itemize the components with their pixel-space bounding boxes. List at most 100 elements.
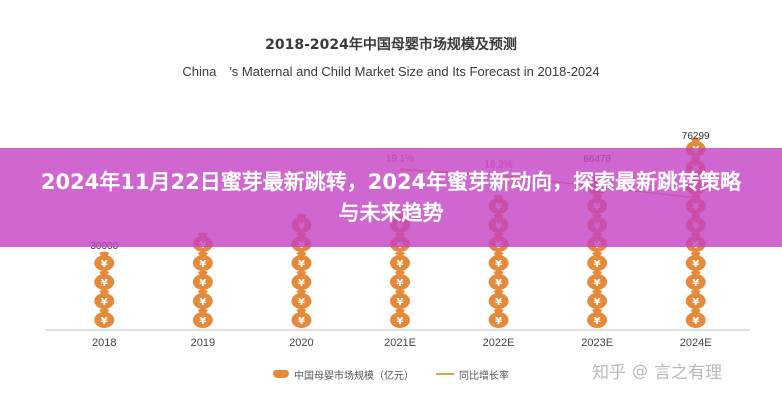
yen-symbol: ¥ (397, 278, 404, 289)
money-bag-body (192, 274, 213, 290)
yen-symbol: ¥ (298, 259, 305, 270)
money-bag-icon: ¥ (488, 289, 509, 309)
x-tick-label: 2024E (680, 337, 712, 349)
money-bag-knot (99, 270, 110, 275)
chart-legend: 中国母婴市场规模（亿元） 同比增长率 (0, 365, 782, 383)
money-bag-icon: ¥ (685, 251, 706, 271)
watermark: 知乎 @ 言之有理 (592, 358, 722, 383)
money-bag-body (488, 293, 509, 309)
money-bag-knot (197, 251, 208, 256)
yen-symbol: ¥ (495, 297, 502, 308)
money-bag-knot (690, 251, 701, 256)
money-bag-body (488, 312, 509, 328)
yen-symbol: ¥ (101, 297, 108, 308)
money-bag-body (685, 274, 706, 290)
watermark-at: @ (632, 361, 648, 380)
legend-label-growth-rate: 同比增长率 (459, 370, 509, 382)
yen-symbol: ¥ (397, 316, 404, 327)
money-bag-icon: ¥ (390, 289, 410, 309)
money-bag-body (192, 255, 213, 271)
money-bag-icon: ¥ (390, 251, 410, 271)
money-bag-icon: ¥ (94, 308, 115, 328)
bar-stack: ¥¥¥¥¥ (192, 232, 213, 328)
yen-symbol: ¥ (199, 316, 206, 327)
yen-symbol: ¥ (397, 297, 404, 308)
money-bag-icon: ¥ (291, 251, 312, 271)
money-bag-body (488, 255, 509, 271)
x-tick-label: 2018 (92, 337, 116, 349)
money-bag-body (390, 293, 410, 309)
yen-symbol: ¥ (101, 259, 108, 270)
money-bag-icon: ¥ (192, 270, 213, 290)
line-swatch-icon (436, 373, 454, 375)
yen-symbol: ¥ (101, 316, 108, 327)
yen-symbol: ¥ (101, 278, 108, 289)
money-bag-icon: ¥ (291, 308, 312, 328)
yen-symbol: ¥ (594, 316, 601, 327)
money-bag-body (685, 255, 706, 271)
chart-subtitle: China 's Maternal and Child Market Size … (182, 64, 600, 79)
money-bag-knot (592, 251, 603, 256)
x-tick-label: 2020 (289, 337, 313, 349)
money-bag-knot (99, 289, 110, 294)
money-bag-icon: ¥ (390, 308, 410, 328)
money-bag-body (94, 255, 115, 271)
yen-symbol: ¥ (594, 278, 601, 289)
money-bag-body (587, 312, 608, 328)
money-bag-knot (296, 270, 307, 275)
money-bag-icon: ¥ (488, 308, 509, 328)
money-bag-knot (99, 308, 110, 313)
money-bag-icon: ¥ (488, 251, 509, 271)
money-bag-knot (690, 270, 701, 275)
money-bag-knot (493, 251, 504, 256)
yen-symbol: ¥ (298, 297, 305, 308)
legend-label-market-size: 中国母婴市场规模（亿元） (294, 370, 414, 382)
money-bag-body (587, 293, 608, 309)
x-tick-label: 2021E (384, 337, 416, 349)
money-bag-body (291, 274, 312, 290)
money-bag-icon: ¥ (94, 251, 115, 271)
money-bag-icon (273, 370, 289, 378)
yen-symbol: ¥ (692, 259, 699, 270)
money-bag-knot (197, 270, 208, 275)
money-bag-knot (395, 251, 405, 256)
money-bag-body (390, 255, 410, 271)
money-bag-icon: ¥ (390, 270, 410, 290)
money-bag-body (488, 274, 509, 290)
money-bag-body (94, 293, 115, 309)
money-bag-body (291, 255, 312, 271)
yen-symbol: ¥ (692, 316, 699, 327)
money-bag-body (390, 312, 410, 328)
money-bag-knot (296, 251, 307, 256)
watermark-left: 知乎 (592, 363, 626, 383)
money-bag-icon: ¥ (94, 270, 115, 290)
money-bag-icon: ¥ (192, 289, 213, 309)
title-banner: 2024年11月22日蜜芽最新跳转，2024年蜜芽新动向，探索最新跳转策略与未来… (0, 148, 782, 247)
bar-stack: ¥ ¥ ¥ ¥ (94, 251, 115, 328)
money-bag-icon: ¥ (685, 308, 706, 328)
money-bag-body (94, 274, 115, 290)
chart-title: 2018-2024年中国母婴市场规模及预测 (265, 37, 517, 53)
yen-symbol: ¥ (298, 278, 305, 289)
money-bag-icon: ¥ (587, 308, 608, 328)
yen-symbol: ¥ (397, 259, 404, 270)
yen-symbol: ¥ (298, 316, 305, 327)
money-bag-body (390, 274, 410, 290)
yen-symbol: ¥ (692, 278, 699, 289)
money-bag-knot (690, 289, 701, 294)
money-bag-knot (592, 308, 603, 313)
money-bag-knot (197, 289, 208, 294)
yen-symbol: ¥ (594, 297, 601, 308)
money-bag-icon: ¥ (291, 270, 312, 290)
yen-symbol: ¥ (199, 259, 206, 270)
money-bag-icon: ¥ (685, 270, 706, 290)
money-bag-icon: ¥ (685, 289, 706, 309)
x-tick-label: 2022E (483, 337, 515, 349)
money-bag-knot (690, 137, 701, 142)
yen-symbol: ¥ (199, 297, 206, 308)
money-bag-icon: ¥ (587, 289, 608, 309)
money-bag-body (587, 274, 608, 290)
money-bag-body (94, 312, 115, 328)
money-bag-icon: ¥ (587, 270, 608, 290)
x-tick-label: 2023E (581, 337, 613, 349)
